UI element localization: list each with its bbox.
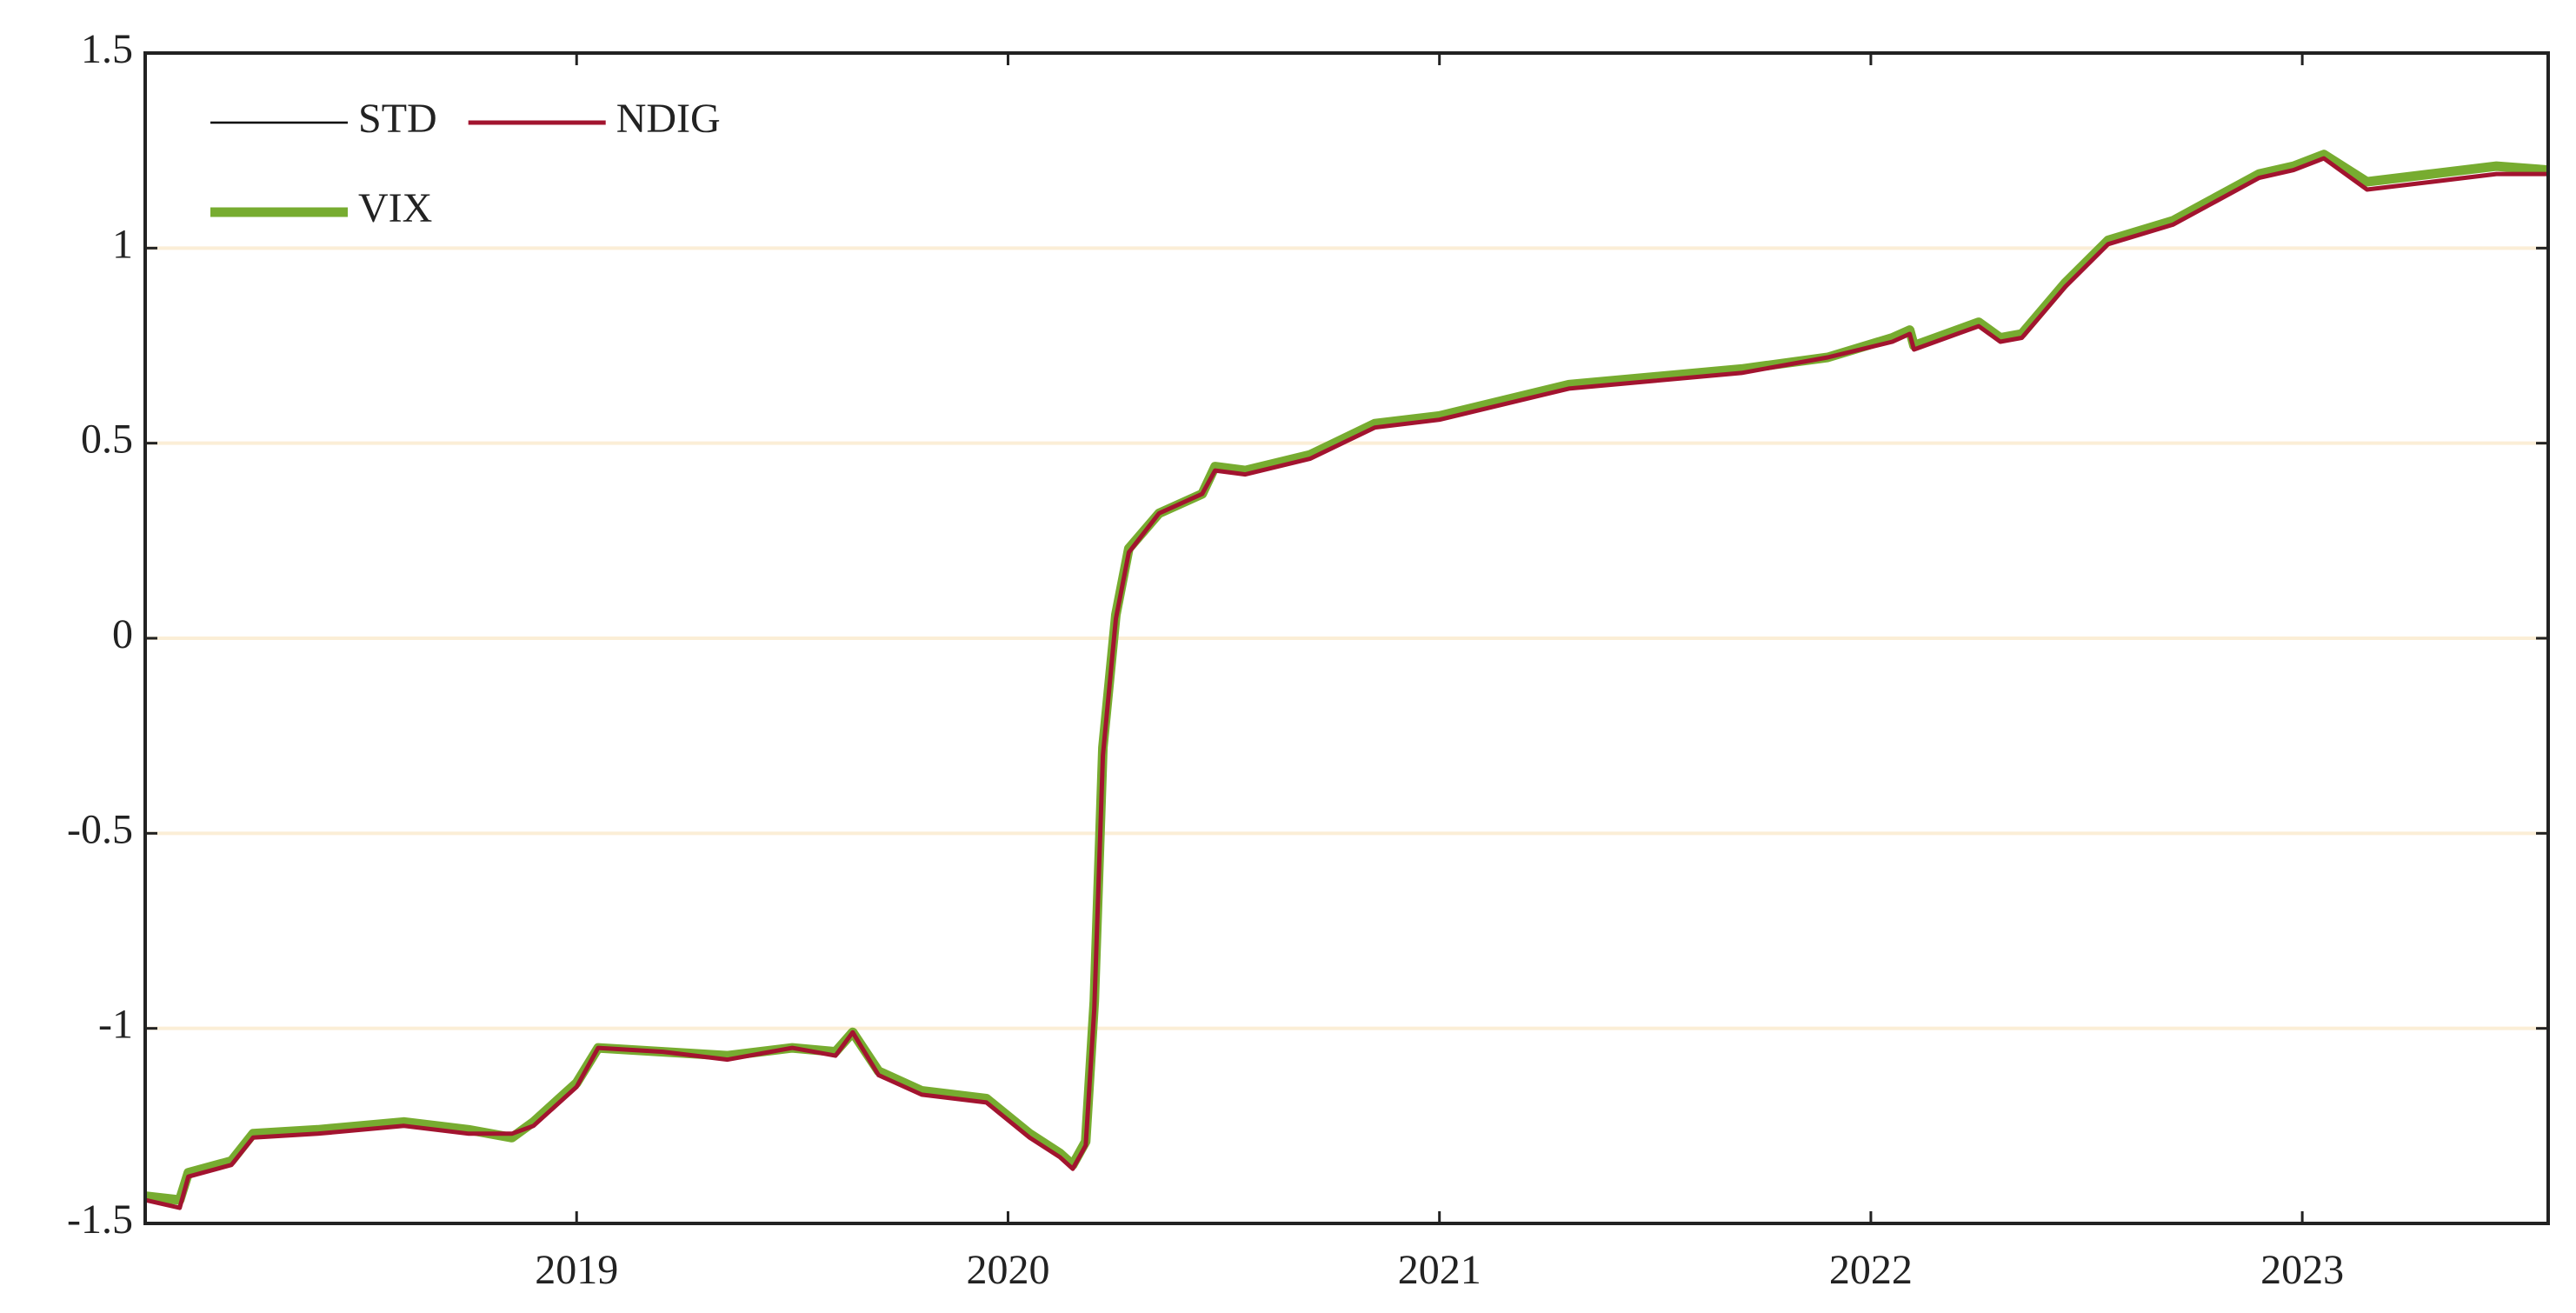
series-line: [144, 156, 2548, 1210]
x-tick-label: 2023: [2260, 1247, 2344, 1293]
legend-label: VIX: [358, 185, 432, 231]
plot-frame: [143, 51, 2550, 1225]
legend-label: STD: [358, 96, 437, 142]
y-tick-label: 1.5: [81, 26, 133, 72]
series-line: [144, 157, 2548, 1210]
y-tick-label: -1.5: [67, 1196, 133, 1243]
y-tick-label: 0: [112, 611, 133, 657]
x-tick-label: 2022: [1829, 1247, 1913, 1293]
legend-label: NDIG: [616, 96, 721, 142]
x-tick-label: 2019: [535, 1247, 618, 1293]
x-tick-label: 2021: [1398, 1247, 1481, 1293]
y-tick-label: -0.5: [67, 806, 133, 852]
y-tick-label: 1: [112, 221, 133, 267]
series-line: [144, 150, 2549, 1205]
y-tick-label: 0.5: [81, 417, 133, 463]
x-tick-label: 2020: [966, 1247, 1049, 1293]
y-tick-label: -1: [98, 1002, 133, 1048]
